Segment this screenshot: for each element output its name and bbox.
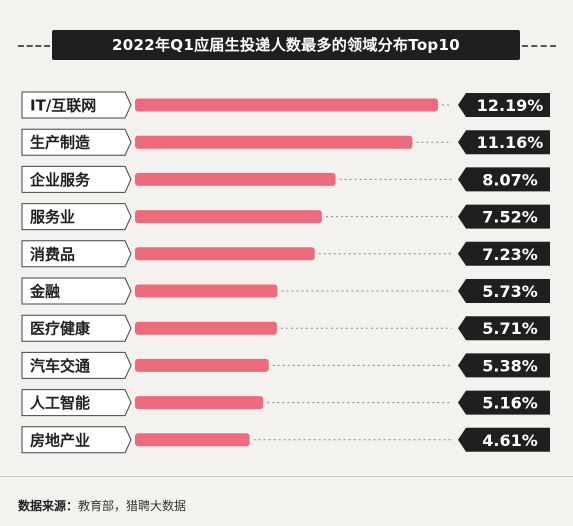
category-box: [21, 314, 132, 342]
category-label: 金融: [29, 283, 60, 301]
category-box: [21, 91, 132, 119]
value-label: 5.38%: [482, 356, 538, 375]
category-label: 房地产业: [30, 431, 90, 449]
bar: [135, 210, 322, 224]
data-source-text: 教育部，猎聘大数据: [78, 499, 187, 513]
value-box: [458, 353, 550, 378]
category-box: [21, 240, 132, 268]
category-label: 服务业: [30, 208, 75, 226]
data-source: 数据来源：教育部，猎聘大数据: [0, 476, 573, 514]
category-box: [21, 277, 132, 305]
value-label: 12.19%: [477, 96, 544, 115]
bar: [135, 321, 277, 335]
bar: [135, 396, 264, 410]
value-box: [458, 390, 550, 415]
value-box: [458, 167, 550, 192]
category-box: [21, 389, 132, 417]
bar: [135, 247, 315, 261]
value-label: 11.16%: [477, 133, 544, 152]
value-box: [458, 130, 550, 155]
value-label: 4.61%: [482, 431, 538, 450]
chart-title-row: 2022年Q1应届生投递人数最多的领域分布Top10: [0, 30, 573, 60]
value-label: 7.52%: [482, 208, 538, 227]
bar: [135, 284, 278, 298]
value-label: 5.71%: [482, 319, 538, 338]
category-label: 生产制造: [30, 134, 90, 152]
bar-chart: IT/互联网 12.19% 生产制造 11.16% 企业服务 8.07% 服务业 7.52% 消…: [21, 91, 550, 454]
title-dash-right: [522, 45, 556, 47]
category-box: [21, 351, 132, 379]
category-box: [21, 165, 132, 193]
value-label: 8.07%: [482, 170, 538, 189]
value-box: [458, 241, 550, 266]
category-label: 汽车交通: [30, 357, 90, 375]
category-box: [21, 203, 132, 231]
category-box: [21, 426, 132, 454]
category-box: [21, 128, 132, 156]
bar: [135, 172, 336, 186]
category-label: IT/互联网: [30, 97, 96, 115]
category-label: 医疗健康: [30, 320, 91, 338]
value-label: 5.16%: [482, 394, 538, 413]
data-source-label: 数据来源：: [18, 499, 79, 513]
category-label: 人工智能: [30, 394, 90, 412]
value-box: [458, 427, 550, 452]
value-label: 5.73%: [482, 282, 538, 301]
bar: [135, 135, 413, 149]
category-label: 消费品: [30, 245, 75, 263]
chart-title: 2022年Q1应届生投递人数最多的领域分布Top10: [52, 30, 520, 60]
value-box: [458, 204, 550, 229]
title-dash-left: [18, 45, 50, 47]
bar: [135, 433, 250, 447]
value-label: 7.23%: [482, 245, 538, 264]
category-label: 企业服务: [29, 171, 91, 189]
value-box: [458, 279, 550, 303]
bar: [135, 358, 269, 372]
bar: [135, 98, 438, 112]
value-box: [458, 93, 550, 117]
value-box: [458, 316, 550, 341]
